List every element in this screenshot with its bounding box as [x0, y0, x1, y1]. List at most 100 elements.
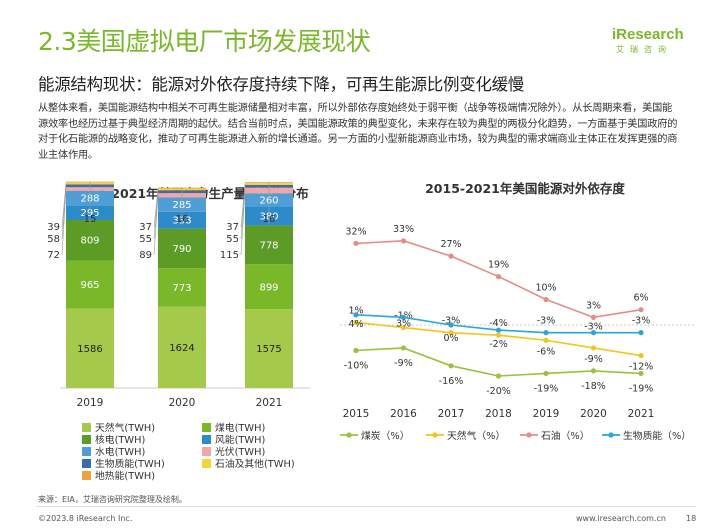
- data-label-4-2018: -2%: [489, 339, 508, 350]
- bar-leader-7-2020: [153, 191, 159, 240]
- x-tick-label-2019: 2019: [533, 408, 560, 420]
- source-note: 来源：EIA，艾瑞咨询研究院整理及绘制。: [38, 495, 187, 504]
- legend-label-9: 地热能(TWH): [95, 471, 156, 482]
- data-point-4-2020: [590, 330, 597, 336]
- line-legend-marker-4: [602, 432, 620, 438]
- chart2-title: 2015-2021年美国能源对外依存度: [425, 181, 625, 196]
- bar-segment-3-2020: [158, 228, 206, 269]
- data-point-1-2019: [543, 370, 549, 377]
- body-paragraph: 从整体来看，美国能源结构中相关不可再生能源储量相对丰富，所以外部依存度始终处于弱…: [38, 103, 678, 161]
- section-subtitle: 能源结构现状：能源对外依存度持续下降，可再生能源比例变化缓慢: [38, 75, 525, 94]
- legend-item-5: 水电(TWH): [82, 444, 145, 458]
- x-tick-label-2020: 2020: [169, 397, 196, 409]
- page-number: 18: [686, 514, 697, 523]
- bar-label-1-2019: 1586: [77, 344, 102, 355]
- data-label-2-2015: 1%: [348, 305, 363, 316]
- legend-item-6: 光伏(TWH): [202, 444, 265, 458]
- bar-label-6-2021: 115: [220, 250, 239, 261]
- bar-label-7-2020: 55: [139, 234, 152, 245]
- data-label-4-2020: -3%: [584, 322, 603, 333]
- data-label-3-2018: 19%: [488, 260, 509, 271]
- bar-segment-3-2019: [66, 220, 114, 261]
- line-legend-item-1: 煤炭（%）: [340, 428, 410, 442]
- x-tick-label-2019: 2019: [77, 397, 104, 409]
- data-point-3-2018: [495, 273, 502, 280]
- data-label-2-2018: -4%: [489, 318, 508, 329]
- bar-leader-6-2019: [61, 189, 67, 256]
- data-label-3-2021: 6%: [633, 293, 648, 304]
- data-label-3-2017: 27%: [440, 239, 461, 250]
- data-label-1-2015: -10%: [344, 361, 369, 372]
- bar-label-9-2019: 15: [84, 214, 97, 225]
- line-legend-marker-2: [426, 432, 444, 438]
- data-point-1-2018: [495, 373, 502, 379]
- bar-label-7-2019: 58: [47, 234, 60, 245]
- legend-label-7: 生物质能(TWH): [95, 459, 165, 470]
- data-point-2-2015: [353, 319, 359, 326]
- legend-swatch-8: [202, 458, 211, 468]
- bar-label-2-2020: 773: [172, 283, 191, 294]
- legend-swatch-7: [82, 458, 91, 468]
- data-point-2-2017: [448, 330, 454, 336]
- line-legend-label-3: 石油（%）: [541, 431, 590, 442]
- data-label-4-2017: 0%: [443, 333, 458, 344]
- footer-url: www.iresearch.com.cn: [576, 514, 666, 523]
- data-point-4-2018: [495, 327, 502, 333]
- legend-label-3: 核电(TWH): [95, 435, 146, 446]
- bar-leader-8-2020: [153, 189, 159, 228]
- data-point-1-2015: [353, 347, 359, 354]
- legend-label-2: 煤电(TWH): [215, 423, 266, 434]
- bar-segment-1-2020: [158, 306, 206, 388]
- data-label-4-2019: -3%: [537, 316, 556, 327]
- legend-swatch-5: [82, 446, 91, 456]
- legend-swatch-3: [82, 434, 91, 444]
- bar-segment-2-2021: [245, 264, 293, 310]
- bar-label-8-2020: 37: [139, 222, 152, 233]
- legend-label-4: 风能(TWH): [215, 435, 266, 446]
- bar-label-9-2021: 16: [263, 214, 276, 225]
- line-legend-label-2: 天然气（%）: [447, 431, 506, 442]
- line-legend-marker-1: [340, 432, 358, 438]
- bar-leader-6-2020: [153, 195, 159, 256]
- footer-copyright: ©2023.8 iResearch Inc.: [38, 514, 133, 523]
- data-point-3-2019: [543, 296, 549, 303]
- bar-label-2-2021: 899: [259, 282, 278, 293]
- legend-item-2: 煤电(TWH): [202, 420, 265, 434]
- page-title: 2.3美国虚拟电厂市场发展现状: [38, 27, 371, 56]
- data-label-4-2021: -3%: [632, 316, 651, 327]
- data-label-1-2018: -20%: [486, 386, 511, 397]
- bar-label-8-2021: 37: [226, 222, 239, 233]
- x-tick-label-2016: 2016: [390, 408, 417, 420]
- data-point-2-2021: [638, 353, 644, 359]
- x-tick-label-2021: 2021: [256, 397, 283, 409]
- legend-item-9: 地热能(TWH): [82, 468, 155, 482]
- legend-item-8: 石油及其他(TWH): [202, 456, 295, 470]
- data-point-1-2021: [638, 370, 644, 377]
- legend-label-8: 石油及其他(TWH): [215, 459, 295, 470]
- data-label-2-2017: -3%: [442, 316, 461, 327]
- bar-leader-7-2021: [240, 186, 246, 240]
- data-label-2-2020: -9%: [584, 354, 603, 365]
- brand-logo-text: iResearch: [612, 26, 684, 43]
- bar-label-2-2019: 965: [80, 280, 99, 291]
- data-label-1-2021: -19%: [629, 383, 654, 394]
- data-point-4-2019: [543, 330, 549, 336]
- bar-label-3-2021: 778: [259, 240, 278, 251]
- data-point-4-2017: [448, 322, 454, 328]
- footer-divider: [36, 506, 696, 507]
- x-tick-label-2020: 2020: [580, 408, 607, 420]
- data-point-3-2015: [353, 240, 359, 246]
- bar-label-9-2020: 16: [176, 214, 189, 225]
- line-legend-item-3: 石油（%）: [520, 428, 590, 442]
- bar-segment-1-2019: [66, 308, 114, 388]
- legend-item-4: 风能(TWH): [202, 432, 265, 446]
- data-point-2-2020: [590, 345, 597, 351]
- legend-item-7: 生物质能(TWH): [82, 456, 165, 470]
- x-tick-label-2017: 2017: [438, 408, 465, 420]
- data-label-3-2019: 10%: [535, 283, 556, 294]
- bar-label-1-2020: 1624: [169, 343, 194, 354]
- bar-label-1-2021: 1575: [256, 344, 281, 355]
- data-point-1-2016: [400, 345, 407, 351]
